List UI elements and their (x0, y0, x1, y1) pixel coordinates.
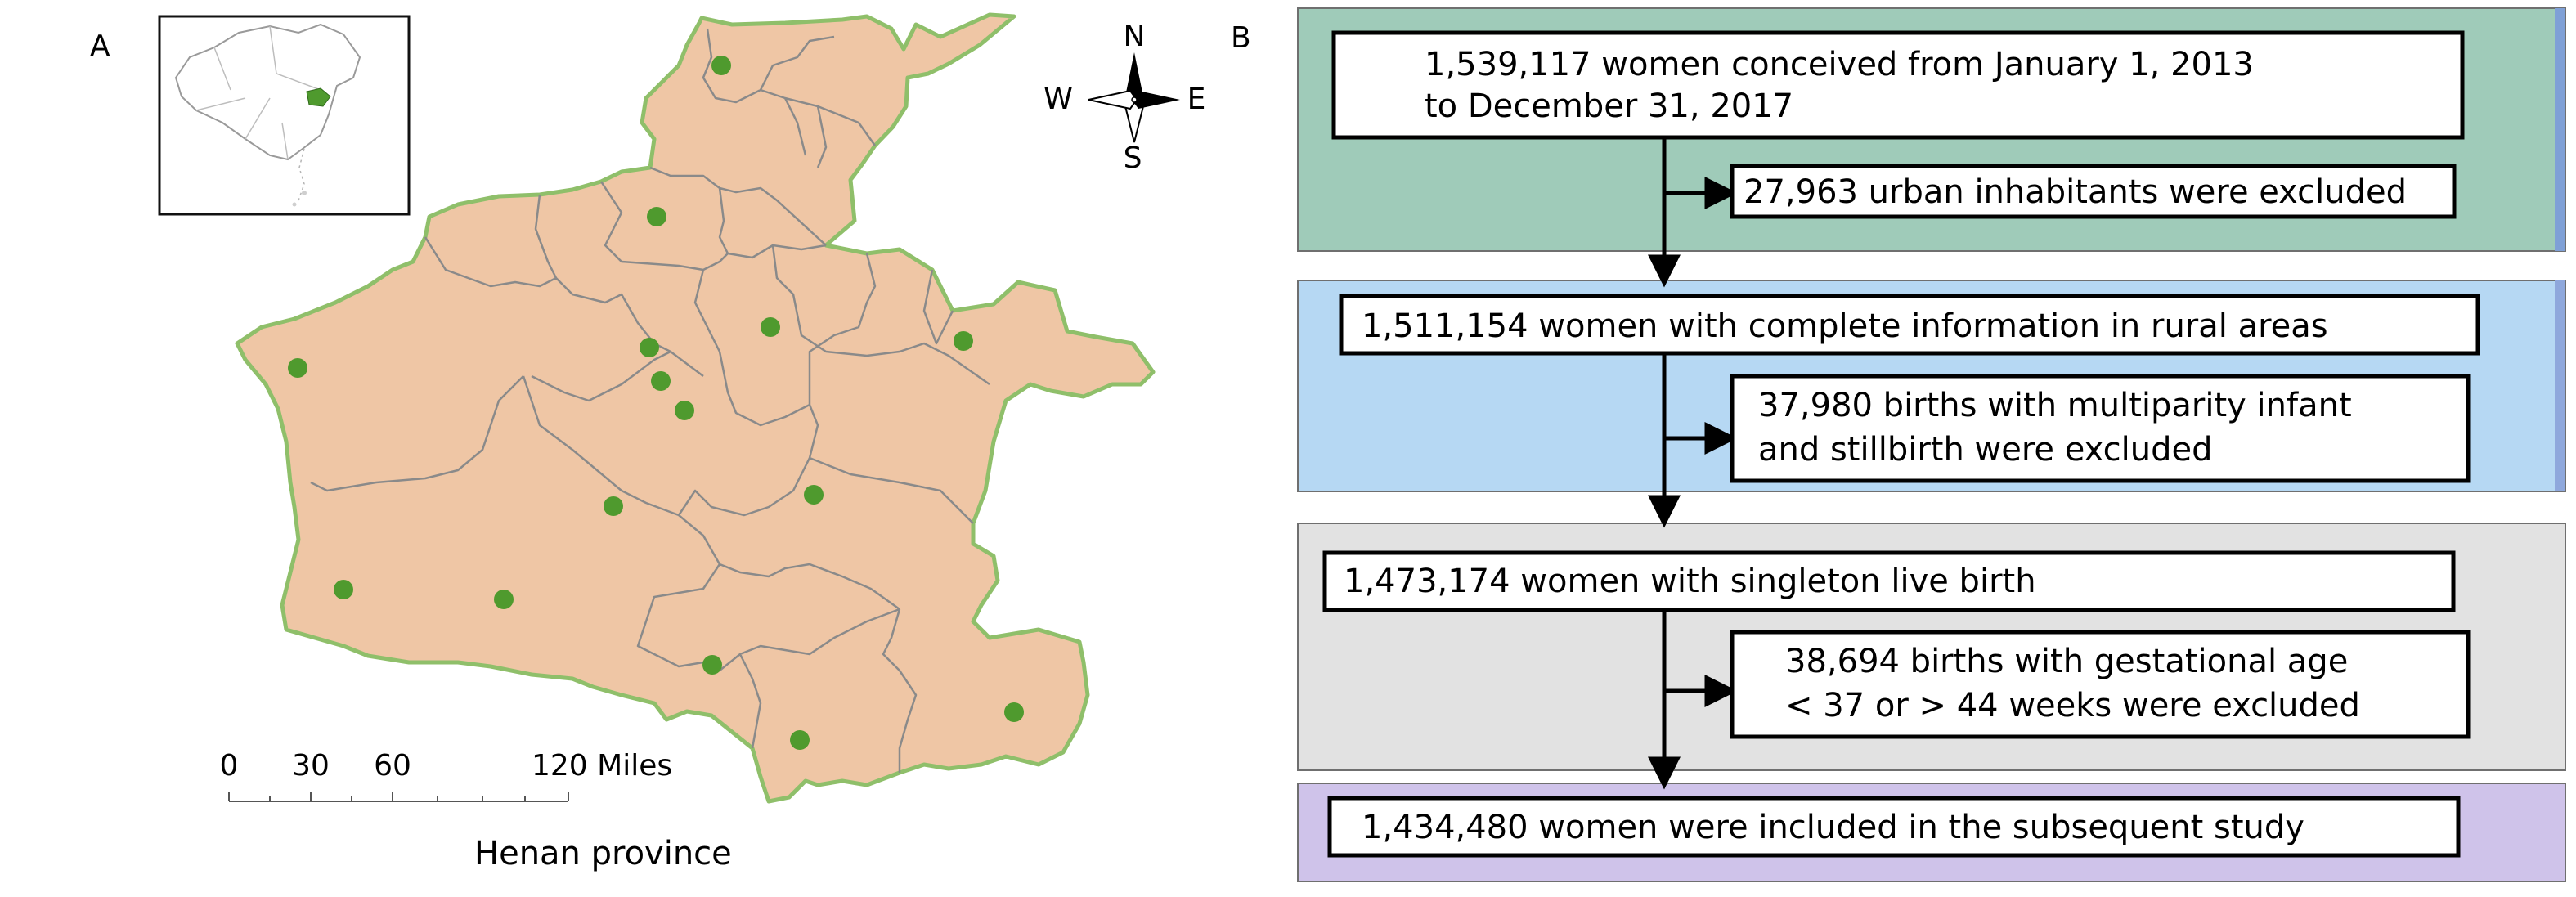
site-marker (675, 401, 694, 420)
compass-east: E (1187, 83, 1206, 116)
inset-highlight-henan (306, 87, 331, 107)
step-box-3 (1339, 294, 2480, 356)
site-marker (288, 358, 307, 378)
site-marker (494, 590, 514, 609)
site-markers (288, 56, 1024, 750)
site-marker (651, 371, 671, 391)
step-7-line-1: 1,434,480 women were included in the sub… (1362, 809, 2304, 846)
step-3-line-1: 1,511,154 women with complete informatio… (1362, 307, 2328, 345)
scale-bar: 0 30 60 120 Miles (220, 749, 672, 802)
scale-tick-60: 60 (374, 749, 411, 783)
step-box-2 (1730, 164, 2457, 219)
site-marker (954, 331, 973, 351)
step-2-line-1: 27,963 urban inhabitants were excluded (1744, 173, 2407, 211)
flowchart-panel: B 1,539,117 women conceived from January… (1231, 7, 2566, 882)
step-4-line-2: and stillbirth were excluded (1758, 431, 2212, 469)
step-box-4 (1730, 374, 2471, 483)
scale-end-label: 120 Miles (532, 749, 672, 783)
site-marker (647, 207, 666, 226)
step-1-line-1: 1,539,117 women conceived from January 1… (1425, 46, 2254, 83)
site-marker (790, 730, 810, 750)
map-panel: A (90, 12, 1205, 872)
step-box-1 (1331, 30, 2465, 140)
map-caption: Henan province (474, 835, 732, 872)
step-1-line-2: to December 31, 2017 (1425, 87, 1793, 125)
site-marker (804, 485, 824, 505)
site-marker (604, 496, 623, 516)
scale-tick-30: 30 (292, 749, 330, 783)
step-6-line-1: 38,694 births with gestational age (1785, 643, 2348, 680)
site-marker (711, 56, 731, 75)
site-marker (702, 655, 722, 675)
site-marker (1004, 702, 1024, 722)
site-marker (640, 338, 659, 357)
step-box-7 (1327, 796, 2461, 858)
step-4-line-1: 37,980 births with multiparity infant (1758, 387, 2352, 424)
compass-north: N (1124, 20, 1146, 53)
step-box-6 (1730, 630, 2471, 739)
inset-china-map (158, 15, 411, 216)
compass-west: W (1043, 83, 1073, 116)
panel-a-label: A (90, 29, 110, 63)
panel-b-label: B (1231, 21, 1251, 55)
scale-tick-0: 0 (220, 749, 239, 783)
site-marker (761, 317, 780, 337)
flow-connectors (1648, 139, 1738, 790)
site-marker (334, 580, 353, 599)
compass-south: S (1124, 141, 1142, 175)
province-map (235, 12, 1156, 804)
step-5-line-1: 1,473,174 women with singleton live birt… (1344, 563, 2036, 600)
step-box-5 (1322, 550, 2456, 612)
compass-rose: N S W E (1043, 20, 1205, 175)
province-shape (235, 12, 1156, 804)
step-6-line-2: < 37 or > 44 weeks were excluded (1785, 687, 2360, 724)
